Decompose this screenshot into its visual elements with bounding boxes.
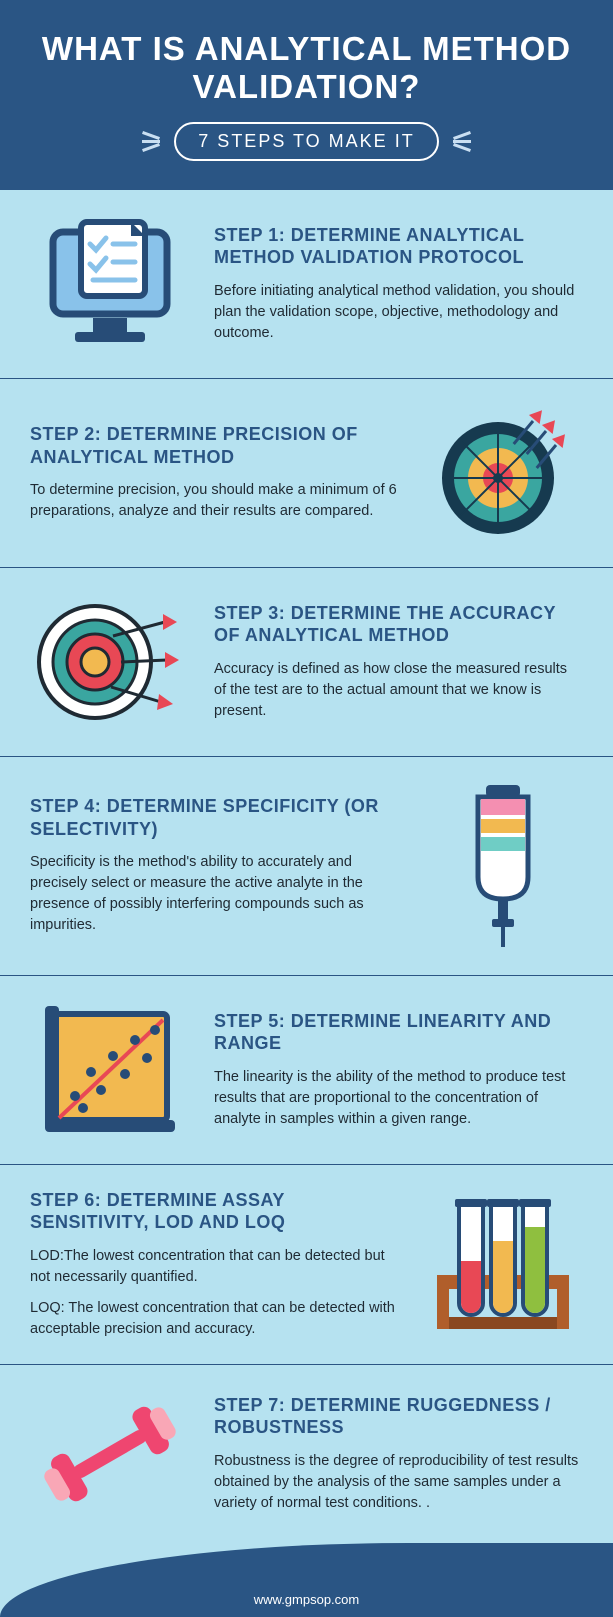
- step-1-title: STEP 1: DETERMINE ANALYTICAL METHOD VALI…: [214, 224, 583, 269]
- step-4: STEP 4: DETERMINE SPECIFICITY (OR SELECT…: [0, 756, 613, 975]
- step-7: STEP 7: DETERMINE RUGGEDNESS / ROBUSTNES…: [0, 1364, 613, 1543]
- step-4-text: STEP 4: DETERMINE SPECIFICITY (OR SELECT…: [30, 795, 399, 936]
- step-2: STEP 2: DETERMINE PRECISION OF ANALYTICA…: [0, 378, 613, 567]
- step-6-body: LOD:The lowest concentration that can be…: [30, 1246, 399, 1340]
- infographic-container: WHAT IS ANALYTICAL METHOD VALIDATION? 7 …: [0, 0, 613, 1617]
- step-4-body: Specificity is the method's ability to a…: [30, 852, 399, 936]
- dartboard-miss-icon: [30, 592, 190, 732]
- step-1: STEP 1: DETERMINE ANALYTICAL METHOD VALI…: [0, 189, 613, 378]
- footer: www.gmpsop.com: [0, 1543, 613, 1617]
- scatter-plot-icon: [30, 1000, 190, 1140]
- step-3-text: STEP 3: DETERMINE THE ACCURACY OF ANALYT…: [214, 602, 583, 722]
- sparkle-right-icon: [453, 134, 471, 149]
- header: WHAT IS ANALYTICAL METHOD VALIDATION? 7 …: [0, 0, 613, 189]
- subtitle-badge: 7 STEPS TO MAKE IT: [174, 122, 438, 161]
- dumbbell-icon: [30, 1389, 190, 1519]
- step-1-text: STEP 1: DETERMINE ANALYTICAL METHOD VALI…: [214, 224, 583, 344]
- step-5: STEP 5: DETERMINE LINEARITY AND RANGE Th…: [0, 975, 613, 1164]
- step-4-title: STEP 4: DETERMINE SPECIFICITY (OR SELECT…: [30, 795, 399, 840]
- step-2-body: To determine precision, you should make …: [30, 480, 399, 522]
- step-5-title: STEP 5: DETERMINE LINEARITY AND RANGE: [214, 1010, 583, 1055]
- iv-bag-icon: [423, 781, 583, 951]
- step-6-body-loq: LOQ: The lowest concentration that can b…: [30, 1298, 399, 1340]
- step-7-title: STEP 7: DETERMINE RUGGEDNESS / ROBUSTNES…: [214, 1394, 583, 1439]
- page-title: WHAT IS ANALYTICAL METHOD VALIDATION?: [20, 30, 593, 106]
- step-5-body: The linearity is the ability of the meth…: [214, 1067, 583, 1130]
- footer-url: www.gmpsop.com: [254, 1592, 359, 1607]
- dartboard-hit-icon: [423, 403, 583, 543]
- step-7-text: STEP 7: DETERMINE RUGGEDNESS / ROBUSTNES…: [214, 1394, 583, 1514]
- sparkle-left-icon: [142, 134, 160, 149]
- step-5-text: STEP 5: DETERMINE LINEARITY AND RANGE Th…: [214, 1010, 583, 1130]
- step-2-title: STEP 2: DETERMINE PRECISION OF ANALYTICA…: [30, 423, 399, 468]
- step-6-text: STEP 6: DETERMINE ASSAY SENSITIVITY, LOD…: [30, 1189, 399, 1340]
- subtitle-row: 7 STEPS TO MAKE IT: [20, 122, 593, 161]
- monitor-checklist-icon: [30, 214, 190, 354]
- test-tubes-icon: [423, 1189, 583, 1339]
- step-1-body: Before initiating analytical method vali…: [214, 281, 583, 344]
- step-3-body: Accuracy is defined as how close the mea…: [214, 659, 583, 722]
- step-7-body: Robustness is the degree of reproducibil…: [214, 1451, 583, 1514]
- step-6: STEP 6: DETERMINE ASSAY SENSITIVITY, LOD…: [0, 1164, 613, 1364]
- step-2-text: STEP 2: DETERMINE PRECISION OF ANALYTICA…: [30, 423, 399, 522]
- step-6-body-lod: LOD:The lowest concentration that can be…: [30, 1246, 399, 1288]
- step-6-title: STEP 6: DETERMINE ASSAY SENSITIVITY, LOD…: [30, 1189, 399, 1234]
- step-3: STEP 3: DETERMINE THE ACCURACY OF ANALYT…: [0, 567, 613, 756]
- step-3-title: STEP 3: DETERMINE THE ACCURACY OF ANALYT…: [214, 602, 583, 647]
